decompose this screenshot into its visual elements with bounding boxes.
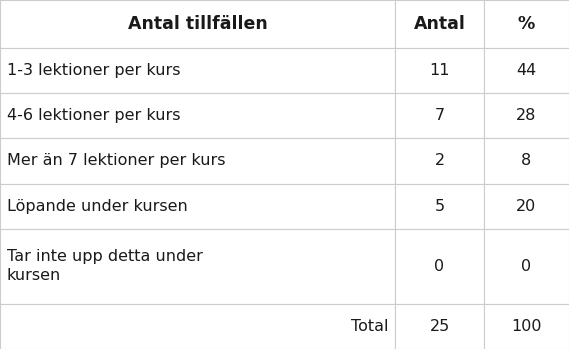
Bar (0, 138, 395, 184)
Bar (0, 0, 395, 47)
Text: Löpande under kursen: Löpande under kursen (7, 199, 188, 214)
Text: 20: 20 (516, 199, 537, 214)
Text: 25: 25 (430, 319, 450, 334)
Text: 11: 11 (429, 63, 450, 78)
Bar (395, 304, 484, 349)
Bar (395, 93, 484, 138)
Bar (0, 47, 395, 93)
Text: 44: 44 (516, 63, 537, 78)
Text: Antal: Antal (414, 15, 465, 33)
Bar (484, 304, 569, 349)
Text: 1-3 lektioner per kurs: 1-3 lektioner per kurs (7, 63, 180, 78)
Bar (0, 304, 395, 349)
Text: 100: 100 (511, 319, 542, 334)
Text: 0: 0 (435, 259, 444, 274)
Text: Mer än 7 lektioner per kurs: Mer än 7 lektioner per kurs (7, 154, 225, 169)
Bar (0, 229, 395, 304)
Bar (395, 138, 484, 184)
Text: 28: 28 (516, 108, 537, 123)
Text: 7: 7 (435, 108, 444, 123)
Bar (395, 229, 484, 304)
Bar (395, 184, 484, 229)
Text: Tar inte upp detta under
kursen: Tar inte upp detta under kursen (7, 250, 203, 283)
Text: Antal tillfällen: Antal tillfällen (128, 15, 267, 33)
Text: 2: 2 (435, 154, 444, 169)
Text: 0: 0 (521, 259, 531, 274)
Bar (0, 93, 395, 138)
Bar (395, 0, 484, 47)
Text: Total: Total (351, 319, 389, 334)
Bar (484, 138, 569, 184)
Bar (484, 229, 569, 304)
Bar (484, 0, 569, 47)
Bar (395, 47, 484, 93)
Text: 8: 8 (521, 154, 531, 169)
Bar (484, 184, 569, 229)
Text: 4-6 lektioner per kurs: 4-6 lektioner per kurs (7, 108, 180, 123)
Text: %: % (518, 15, 535, 33)
Bar (484, 47, 569, 93)
Bar (0, 184, 395, 229)
Text: 5: 5 (435, 199, 444, 214)
Bar (484, 93, 569, 138)
